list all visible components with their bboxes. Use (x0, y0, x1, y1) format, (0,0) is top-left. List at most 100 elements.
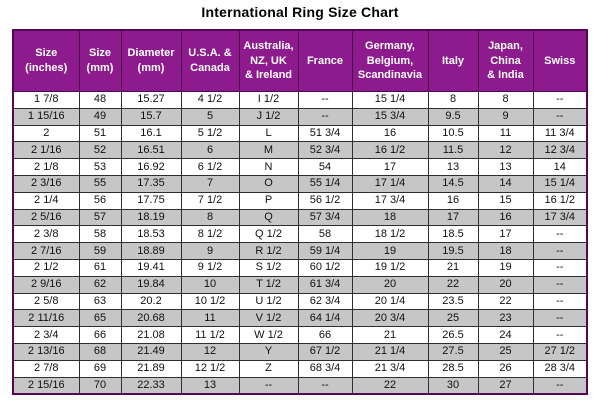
table-cell: 8 (477, 91, 534, 109)
table-cell: S 1/2 (238, 258, 299, 277)
table-row: 2 1/4 56 17.75 7 1/2 P 56 1/2 17 3/4 16 15 16 1/2 (12, 191, 588, 210)
table-cell: I 1/2 (238, 91, 299, 109)
table-cell: 18 1/2 (351, 225, 429, 244)
table-cell: 61 (78, 258, 122, 277)
table-cell: 21.08 (120, 326, 182, 344)
table-cell: 10 (180, 275, 240, 294)
page-title: International Ring Size Chart (201, 4, 399, 20)
table-cell: -- (532, 107, 588, 126)
table-cell: L (238, 124, 299, 143)
table-cell: 6 (180, 141, 240, 160)
table-cell: N (238, 158, 299, 176)
table-cell: 57 (78, 208, 122, 227)
column-header: Swiss (532, 29, 588, 92)
table-cell: 21 1/4 (351, 342, 429, 361)
table-cell: 67 1/2 (297, 342, 353, 361)
table-cell: 16 1/2 (532, 191, 588, 210)
table-cell: 68 (78, 342, 122, 361)
table-cell: 9.5 (427, 107, 479, 126)
table-cell: T 1/2 (238, 275, 299, 294)
table-cell: 4 1/2 (180, 91, 240, 109)
table-cell: 2 1/4 (12, 191, 80, 210)
table-row: 2 3/4 66 21.08 11 1/2 W 1/2 66 21 26.5 24 -- (12, 326, 588, 344)
ring-size-table: Size (inches) Size (mm) Diameter (mm) U.S.A… (12, 29, 588, 396)
table-cell: 2 5/8 (12, 292, 80, 311)
table-cell: 18.5 (427, 225, 479, 244)
table-cell: 11.5 (427, 141, 479, 160)
table-cell: 18.53 (120, 225, 182, 244)
table-cell: 68 3/4 (297, 359, 353, 378)
table-cell: R 1/2 (238, 242, 299, 260)
table-cell: 7 (180, 174, 240, 193)
column-header: Germany, Belgium, Scandinavia (351, 29, 429, 92)
table-cell: 57 3/4 (297, 208, 353, 227)
table-cell: -- (532, 275, 588, 294)
table-cell: 27 (477, 376, 534, 395)
table-cell: 2 3/8 (12, 225, 80, 244)
table-cell: 18.19 (120, 208, 182, 227)
table-cell: 20 (477, 275, 534, 294)
table-cell: 20 3/4 (351, 309, 429, 328)
table-cell: 10.5 (427, 124, 479, 143)
table-cell: 62 3/4 (297, 292, 353, 311)
table-cell: 60 1/2 (297, 258, 353, 277)
table-cell: O (238, 174, 299, 193)
table-cell: 19.41 (120, 258, 182, 277)
table-cell: 20 1/4 (351, 292, 429, 311)
table-cell: 1 7/8 (12, 91, 80, 109)
table-cell: 54 (297, 158, 353, 176)
table-cell: 63 (78, 292, 122, 311)
table-row: 2 7/8 69 21.89 12 1/2 Z 68 3/4 21 3/4 28.5 26 28 … (12, 359, 588, 378)
table-cell: 12 3/4 (532, 141, 588, 160)
table-cell: 52 3/4 (297, 141, 353, 160)
table-row: 2 7/16 59 18.89 9 R 1/2 59 1/4 19 19.5 18 -- (12, 242, 588, 260)
table-cell: 11 3/4 (532, 124, 588, 143)
table-cell: 51 (78, 124, 122, 143)
table-cell: P (238, 191, 299, 210)
table-cell: 58 (297, 225, 353, 244)
table-row: 2 51 16.1 5 1/2 L 51 3/4 16 10.5 11 11 3/4 (12, 124, 588, 143)
table-cell: -- (297, 376, 353, 395)
table-cell: 21.89 (120, 359, 182, 378)
column-header: Size (inches) (12, 29, 80, 92)
table-cell: 21 (351, 326, 429, 344)
table-cell: -- (238, 376, 299, 395)
table-cell: 17 (427, 208, 479, 227)
table-cell: 12 (477, 141, 534, 160)
column-header: Japan, China & India (477, 29, 534, 92)
column-header: Italy (427, 29, 479, 92)
table-cell: 1 15/16 (12, 107, 80, 126)
table-cell: 17 (477, 225, 534, 244)
table-cell: 14 (532, 158, 588, 176)
column-header: U.S.A. & Canada (180, 29, 240, 92)
table-cell: 5 1/2 (180, 124, 240, 143)
table-cell: -- (532, 91, 588, 109)
table-cell: 2 3/16 (12, 174, 80, 193)
table-cell: 15 1/4 (532, 174, 588, 193)
column-header: Size (mm) (78, 29, 122, 92)
table-cell: 2 1/8 (12, 158, 80, 176)
table-cell: 12 1/2 (180, 359, 240, 378)
header-row: Size (inches) Size (mm) Diameter (mm) U.S.A… (12, 29, 588, 92)
table-cell: 14 (477, 174, 534, 193)
table-cell: 9 (477, 107, 534, 126)
table-row: 2 1/16 52 16.51 6 M 52 3/4 16 1/2 11.5 12 12 3/4 (12, 141, 588, 160)
table-row: 2 15/16 70 22.33 13 -- -- 22 30 27 -- (12, 376, 588, 395)
table-cell: 13 (427, 158, 479, 176)
table-cell: 48 (78, 91, 122, 109)
table-cell: 19.5 (427, 242, 479, 260)
table-cell: -- (532, 309, 588, 328)
table-cell: 2 (12, 124, 80, 143)
table-cell: 64 1/4 (297, 309, 353, 328)
table-cell: 53 (78, 158, 122, 176)
table-cell: 13 (477, 158, 534, 176)
table-row: 2 3/16 55 17.35 7 O 55 1/4 17 1/4 14.5 14 15 1/4 (12, 174, 588, 193)
table-cell: 2 13/16 (12, 342, 80, 361)
table-cell: 59 (78, 242, 122, 260)
table-cell: Z (238, 359, 299, 378)
table-cell: 18 (477, 242, 534, 260)
table-cell: 9 (180, 242, 240, 260)
table-cell: 24 (477, 326, 534, 344)
table-cell: 21 (427, 258, 479, 277)
table-cell: 8 (180, 208, 240, 227)
